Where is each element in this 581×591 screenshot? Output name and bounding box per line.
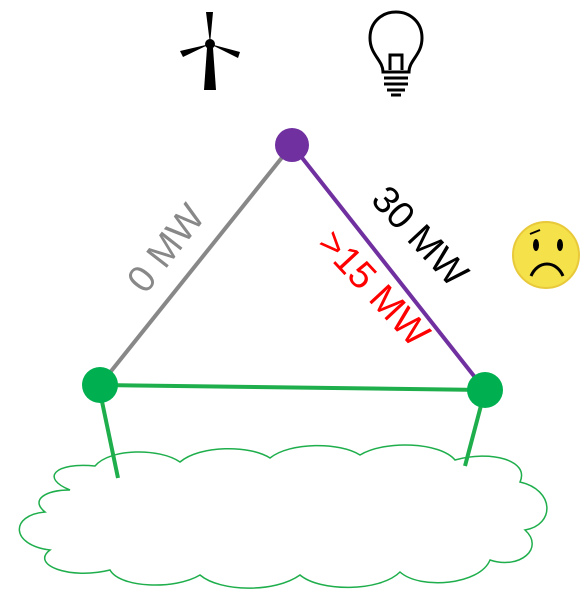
node-left	[82, 367, 118, 403]
feeder-line	[98, 391, 120, 479]
edge-left	[98, 143, 294, 387]
lightbulb-icon	[368, 10, 424, 97]
wind-turbine-icon	[180, 12, 240, 90]
node-top	[275, 128, 309, 162]
edge-label: 0 MW	[119, 197, 213, 301]
feeder-line	[463, 397, 485, 467]
cloud	[18, 444, 548, 589]
sad-face-icon	[512, 221, 580, 289]
edge-bottom	[99, 383, 486, 392]
node-right	[467, 372, 503, 408]
edge-right	[290, 143, 487, 392]
